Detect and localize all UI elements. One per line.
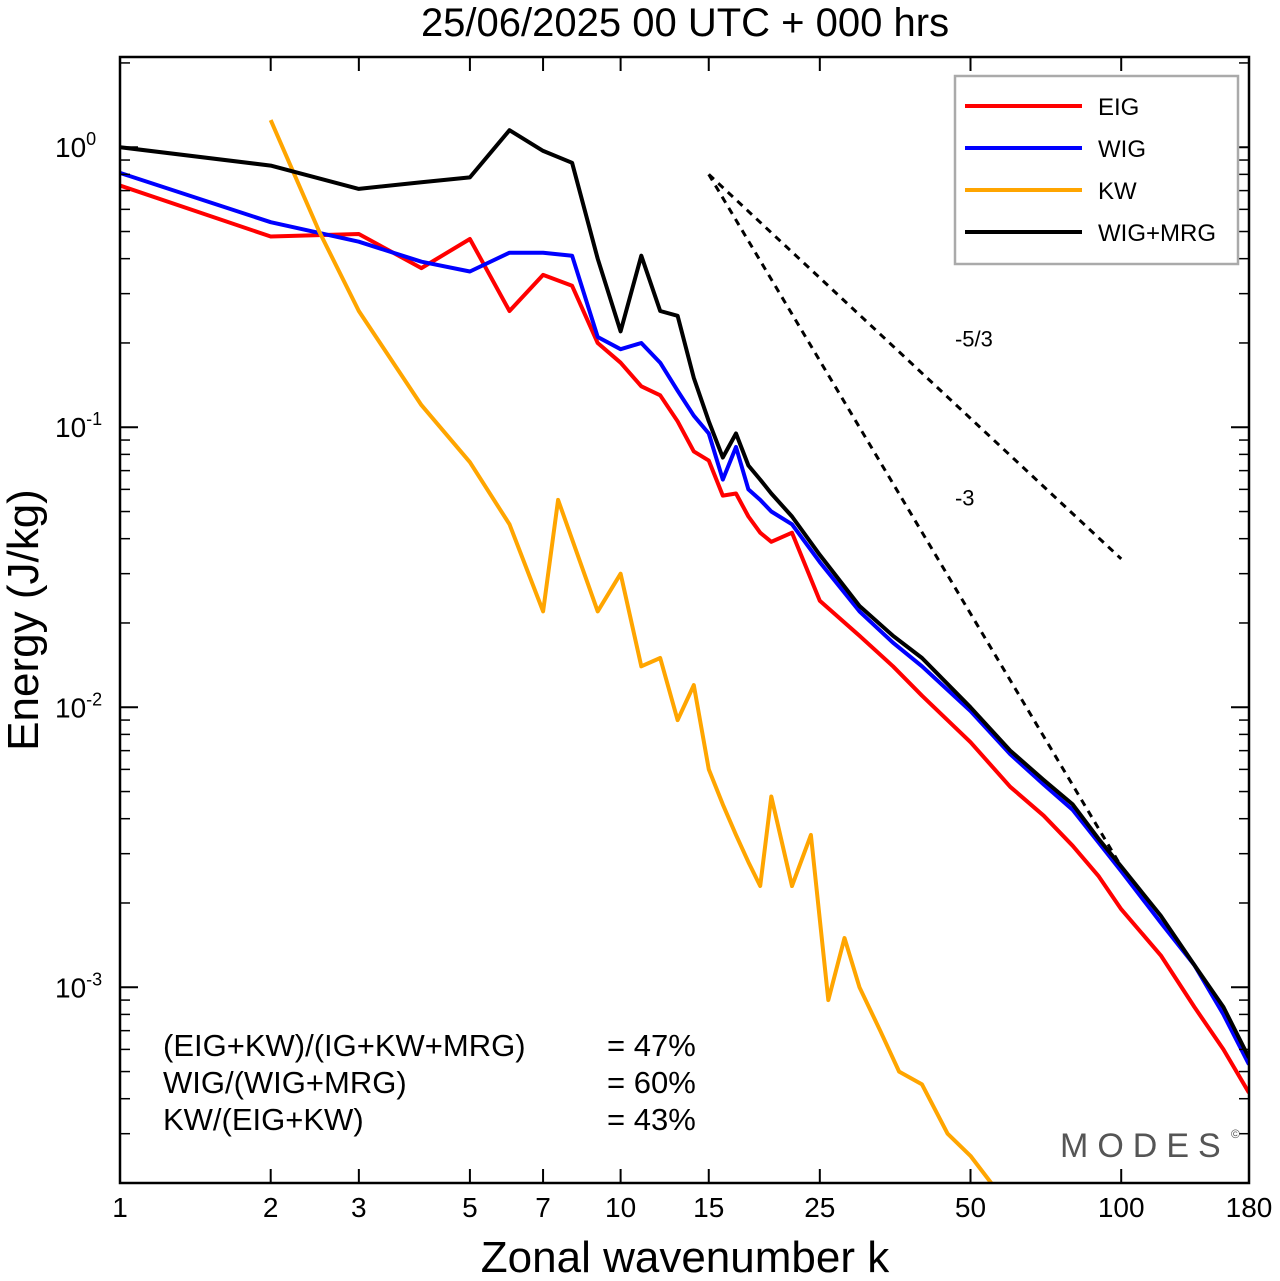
legend-label-kw: KW <box>1098 178 1137 205</box>
reference-slopes: -5/3 -3 <box>707 173 1123 868</box>
chart-title: 25/06/2025 00 UTC + 000 hrs <box>421 1 949 45</box>
y-tick-label: 10-3 <box>55 969 102 1003</box>
y-tick-label: 10-2 <box>55 689 102 723</box>
x-tick-label: 25 <box>804 1192 835 1223</box>
y-tick-label: 100 <box>55 129 96 163</box>
axis-ticks: 1 2 3 5 7 10 15 25 50 100 180 10-3 10-2 10-1 100 <box>55 57 1272 1223</box>
legend-label-eig: EIG <box>1098 94 1139 121</box>
x-axis-label: Zonal wavenumber k <box>481 1233 890 1281</box>
x-tick-label: 2 <box>263 1192 279 1223</box>
x-tick-label: 10 <box>605 1192 636 1223</box>
reference-slope-line-1 <box>707 173 1123 560</box>
reference-slope-label-2: -3 <box>955 485 975 510</box>
x-tick-label: 180 <box>1226 1192 1273 1223</box>
stat-value-2: = 60% <box>607 1065 696 1100</box>
x-tick-label: 3 <box>351 1192 367 1223</box>
legend: EIG WIG KW WIG+MRG <box>953 74 1240 266</box>
series-line-kw <box>268 119 993 1183</box>
x-tick-label: 15 <box>693 1192 724 1223</box>
plot-frame <box>118 55 1251 1185</box>
reference-slope-line-2 <box>707 173 1123 868</box>
x-tick-label: 7 <box>535 1192 551 1223</box>
stat-label-2: WIG/(WIG+MRG) <box>163 1065 407 1100</box>
x-tick-label: 5 <box>462 1192 478 1223</box>
watermark-copyright-mark: © <box>1231 1127 1240 1141</box>
x-tick-label: 100 <box>1098 1192 1145 1223</box>
stat-value-1: = 47% <box>607 1028 696 1063</box>
series-layer <box>120 119 1249 1183</box>
stat-value-3: = 43% <box>607 1102 696 1137</box>
watermark-text: MODES <box>1060 1127 1230 1165</box>
legend-label-wig-mrg: WIG+MRG <box>1098 220 1216 247</box>
reference-slope-label-1: -5/3 <box>955 327 993 352</box>
series-line-wig-mrg <box>120 128 1249 1059</box>
legend-label-wig: WIG <box>1098 136 1146 163</box>
y-tick-label: 10-1 <box>55 409 102 443</box>
y-axis-label: Energy (J/kg) <box>0 489 48 751</box>
series-line-eig <box>120 183 1249 1094</box>
stat-label-1: (EIG+KW)/(IG+KW+MRG) <box>163 1028 526 1063</box>
x-tick-label: 50 <box>955 1192 986 1223</box>
stat-label-3: KW/(EIG+KW) <box>163 1102 364 1137</box>
stats-block: (EIG+KW)/(IG+KW+MRG) = 47% WIG/(WIG+MRG) = … <box>163 1028 696 1137</box>
x-tick-label: 1 <box>112 1192 128 1223</box>
series-line-wig <box>120 170 1249 1066</box>
